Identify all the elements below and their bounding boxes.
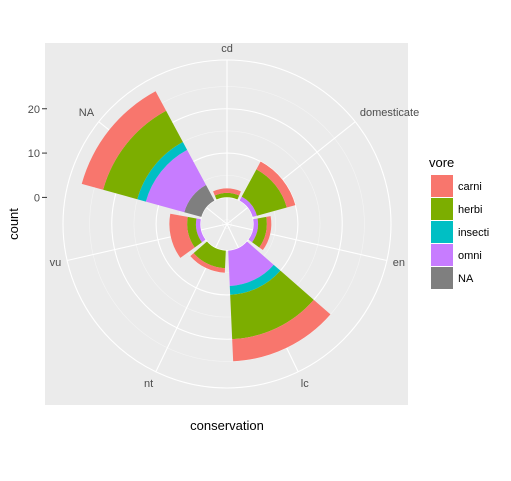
bar-segment-lc-insecti (229, 264, 281, 295)
bar-segment-nt-herbi (193, 241, 226, 269)
y-axis-title: count (6, 208, 21, 240)
bar-segment-lc-omni (228, 241, 274, 286)
bars-layer (81, 91, 331, 362)
bar-segment-NA-carni (81, 91, 167, 190)
legend-title: vore (429, 155, 454, 170)
bar-segment-cd-herbi (214, 192, 240, 200)
legend: vore carni herbi insecti omni NA (429, 155, 489, 289)
bar-segment-nt-carni (190, 253, 226, 273)
y-axis: 0 10 20 (28, 104, 47, 204)
category-label: NA (79, 107, 95, 119)
bar-segment-domesticated-herbi (241, 169, 287, 216)
bar-segment-NA-NA (184, 184, 215, 217)
legend-label: NA (458, 273, 474, 285)
bar-segment-domesticated-carni (256, 161, 296, 208)
y-tick-label: 20 (28, 104, 40, 116)
category-label: cd (221, 43, 233, 55)
legend-key-omni (431, 244, 453, 266)
y-tick-label: 10 (28, 148, 40, 160)
bar-segment-vu-carni (169, 213, 195, 258)
legend-key-NA (431, 267, 453, 289)
legend-label: omni (458, 250, 482, 262)
legend-label: insecti (458, 227, 489, 239)
legend-key-herbi (431, 198, 453, 220)
bar-segment-NA-omni (145, 149, 206, 213)
bar-segment-NA-herbi (103, 110, 183, 200)
x-axis-title: conservation (190, 418, 264, 433)
bar-segment-vu-herbi (187, 216, 202, 248)
category-label: vu (50, 257, 62, 269)
bar-segment-NA-insecti (137, 142, 188, 202)
bar-segment-cd-carni (213, 188, 241, 196)
bar-segment-lc-herbi (230, 270, 314, 340)
bar-segment-vu-omni (195, 218, 206, 243)
legend-label: carni (458, 181, 482, 193)
category-label: domesticate (360, 107, 419, 119)
bar-segment-domesticated-omni (239, 196, 257, 217)
bar-segment-en-omni (248, 218, 259, 243)
category-label: nt (144, 378, 153, 390)
category-labels: cd domesticate en lc nt vu NA (50, 43, 420, 390)
bar-segment-lc-carni (232, 299, 331, 362)
bar-segment-en-herbi (252, 216, 267, 248)
legend-key-carni (431, 175, 453, 197)
y-tick-label: 0 (34, 192, 40, 204)
legend-key-insecti (431, 221, 453, 243)
bar-segment-en-carni (259, 216, 272, 251)
legend-label: herbi (458, 204, 482, 216)
category-label: lc (301, 378, 309, 390)
category-label: en (393, 257, 405, 269)
